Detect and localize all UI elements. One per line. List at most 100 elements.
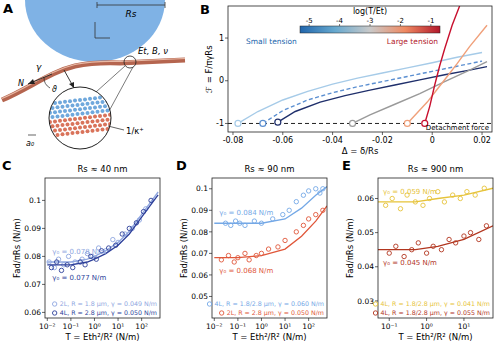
atom — [83, 116, 87, 120]
force-arrow — [64, 70, 74, 88]
data-point — [283, 238, 287, 242]
data-point — [306, 217, 310, 221]
atom — [88, 124, 92, 128]
arrow-head — [69, 82, 74, 88]
series-line — [378, 188, 493, 202]
x-tick-label: 0 — [430, 136, 435, 145]
atom — [106, 109, 110, 113]
axis-arrow — [95, 38, 110, 39]
y-axis-label: Fad/πRs (N/m) — [345, 218, 355, 278]
plot-area — [228, 6, 492, 126]
data-point — [473, 193, 477, 197]
atom — [61, 105, 65, 109]
series-annotation: γ₀ = 0.068 N/m — [219, 267, 273, 275]
atom — [86, 129, 90, 133]
radius-bar — [97, 5, 165, 6]
panel-letter: D — [176, 158, 187, 173]
atom — [73, 126, 77, 130]
x-tick-label: 10¹ — [279, 322, 292, 331]
atom — [91, 129, 95, 133]
colorbar-tick-label: -4 — [336, 17, 344, 25]
x-tick — [70, 318, 71, 321]
x-axis-label: T = Eth²/R² (N/m) — [64, 332, 139, 342]
zoom-line — [108, 67, 133, 113]
x-tick-label: 10² — [302, 322, 315, 331]
legend: 4L, R = 1.8/2.8 μm, γ = 0.060 N/m2L, R =… — [207, 300, 324, 317]
atom — [93, 96, 97, 100]
y-tick-label: 0.06 — [24, 308, 41, 317]
atom — [101, 128, 105, 132]
atom — [66, 123, 70, 127]
title: Rs ≈ 90 nm — [244, 164, 294, 174]
atom — [101, 109, 105, 113]
y-tick — [225, 80, 228, 81]
data-point — [442, 200, 446, 204]
plot-area — [378, 186, 493, 259]
atom — [76, 121, 80, 125]
y-tick — [209, 231, 212, 232]
legend: 4L, R = 1.8/2.8 μm, γ = 0.041 N/m4L, R =… — [373, 300, 490, 317]
data-point — [276, 245, 280, 249]
y-axis-label: Fad/πRs (N/m) — [12, 218, 22, 278]
data-point — [421, 203, 425, 207]
y-tick — [209, 253, 212, 254]
label: a₀ — [26, 139, 35, 148]
data-point — [383, 203, 387, 207]
x-tick — [94, 318, 95, 321]
y-tick — [375, 266, 378, 267]
atom — [103, 104, 107, 108]
axis-arrow — [95, 22, 96, 38]
x-tick-label: 10² — [135, 322, 148, 331]
legend-symbol — [373, 302, 377, 306]
x-tick-label: 10¹ — [112, 322, 125, 331]
x-tick-label: 10⁻¹ — [230, 322, 247, 331]
y-axis-label: ℱ = F/πγRs — [204, 45, 214, 93]
x-axis-label: T = Eth²/R² (N/m) — [397, 332, 472, 342]
atom — [83, 107, 87, 111]
atom — [53, 110, 57, 114]
plot-area — [214, 187, 327, 265]
atom — [71, 131, 75, 135]
radius-bar — [97, 2, 98, 8]
title: Rs ≈ 40 nm — [77, 164, 127, 174]
data-point — [49, 265, 53, 269]
label: γ — [36, 62, 42, 72]
legend-label: 2L, R = 2.8 μm, γ = 0.050 N/m — [227, 309, 324, 317]
atom — [113, 103, 117, 107]
angle-arc — [44, 77, 50, 88]
zoom-spot — [124, 56, 136, 68]
data-point — [484, 224, 488, 228]
data-point — [306, 189, 310, 193]
atom — [58, 100, 62, 104]
atom — [71, 113, 75, 117]
x-tick-label: 10⁻² — [206, 322, 223, 331]
y-tick — [375, 198, 378, 199]
y-tick — [209, 296, 212, 297]
data-point — [424, 251, 428, 255]
x-tick-label: 10⁰ — [420, 322, 433, 331]
atom — [78, 126, 82, 130]
data-point — [111, 237, 115, 241]
atom — [76, 103, 80, 107]
atom — [58, 110, 62, 114]
atom — [98, 105, 102, 109]
atom — [73, 108, 77, 112]
label: Et, B, ν — [138, 46, 168, 56]
legend-symbol — [52, 302, 56, 306]
data-point — [59, 268, 63, 272]
colorbar-title: log(T/Et) — [353, 7, 387, 16]
atom — [113, 94, 117, 98]
y-tick-label: 0.1 — [29, 196, 41, 205]
y-tick-label: 0.07 — [24, 280, 41, 289]
data-point — [243, 251, 247, 255]
data-point — [458, 196, 462, 200]
atom — [56, 115, 60, 119]
x-tick — [332, 132, 333, 135]
annotation: Detachment force — [426, 124, 489, 132]
atom — [48, 120, 52, 124]
atom — [88, 115, 92, 119]
x-tick — [118, 318, 119, 321]
atom — [56, 133, 60, 137]
atom — [81, 112, 85, 116]
colorbar-tick-label: -5 — [306, 17, 313, 25]
